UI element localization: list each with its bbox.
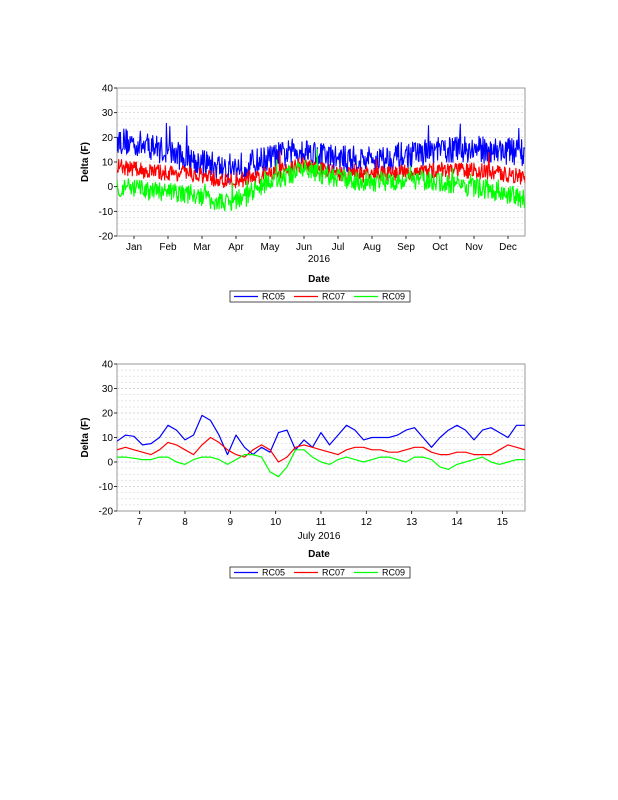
y-tick-label: -20: [99, 507, 114, 518]
x-tick-label: Apr: [228, 242, 244, 253]
x-sublabel: July 2016: [298, 531, 341, 542]
x-tick-label: May: [261, 242, 280, 253]
y-tick-label: 40: [102, 360, 114, 371]
x-tick-label: Jun: [296, 242, 312, 253]
y-tick-label: -10: [99, 482, 114, 493]
y-tick-label: 0: [107, 458, 113, 469]
legend-label-rc05: RC05: [262, 568, 285, 578]
series-line-rc07: [117, 436, 525, 463]
x-sublabel: 2016: [308, 254, 331, 265]
x-tick-label: 15: [497, 517, 509, 528]
legend-label-rc05: RC05: [262, 292, 285, 302]
y-tick-label: 20: [102, 409, 114, 420]
y-axis-label: Delta (F): [80, 418, 91, 458]
x-tick-label: Dec: [499, 242, 517, 253]
y-tick-label: 30: [102, 384, 114, 395]
x-tick-label: Nov: [465, 242, 483, 253]
series-line-rc09: [117, 449, 525, 478]
x-tick-label: Jan: [126, 242, 142, 253]
x-tick-label: 10: [270, 517, 282, 528]
x-tick-label: 8: [182, 517, 188, 528]
y-tick-label: 10: [102, 158, 114, 169]
legend-label-rc09: RC09: [382, 568, 405, 578]
x-tick-label: Feb: [159, 242, 177, 253]
legend: RC05 RC07 RC09: [229, 290, 411, 303]
x-tick-label: 9: [228, 517, 234, 528]
y-tick-label: 10: [102, 433, 114, 444]
legend-label-rc09: RC09: [382, 292, 405, 302]
y-tick-label: 30: [102, 108, 114, 119]
x-tick-label: 13: [406, 517, 418, 528]
y-tick-label: -20: [99, 232, 114, 243]
series-line-rc09: [117, 148, 525, 212]
x-tick-label: Oct: [432, 242, 448, 253]
chart-2: -20 -10 0 10 20 30 40 Delta (F) 7 8 9 10 11 12 13 14 15 J…: [80, 360, 526, 579]
y-tick-label: -10: [99, 207, 114, 218]
legend-label-rc07: RC07: [322, 568, 345, 578]
x-axis-label: Date: [308, 549, 330, 560]
x-tick-label: 12: [361, 517, 373, 528]
legend-box: [229, 566, 411, 579]
series-line-rc05: [117, 414, 525, 456]
legend: RC05 RC07 RC09: [229, 566, 411, 579]
x-tick-label: 11: [316, 517, 327, 528]
x-tick-label: Sep: [397, 242, 415, 253]
legend-box: [229, 290, 411, 303]
y-tick-label: 20: [102, 133, 114, 144]
x-tick-label: Jul: [332, 242, 345, 253]
x-tick-label: Mar: [193, 242, 211, 253]
series-group: [117, 122, 525, 212]
x-tick-label: 14: [451, 517, 463, 528]
y-tick-label: 40: [102, 84, 114, 95]
x-tick-label: Aug: [363, 242, 381, 253]
legend-label-rc07: RC07: [322, 292, 345, 302]
chart-1: -20 -10 0 10 20 30 40 Delta (F) Jan Feb Mar Apr May J…: [80, 84, 526, 303]
series-group: [117, 414, 525, 478]
series-line-rc05: [117, 122, 525, 184]
x-tick-label: 7: [137, 517, 143, 528]
y-axis-label: Delta (F): [80, 142, 91, 182]
y-tick-label: 0: [107, 182, 113, 193]
x-axis-label: Date: [308, 274, 330, 285]
